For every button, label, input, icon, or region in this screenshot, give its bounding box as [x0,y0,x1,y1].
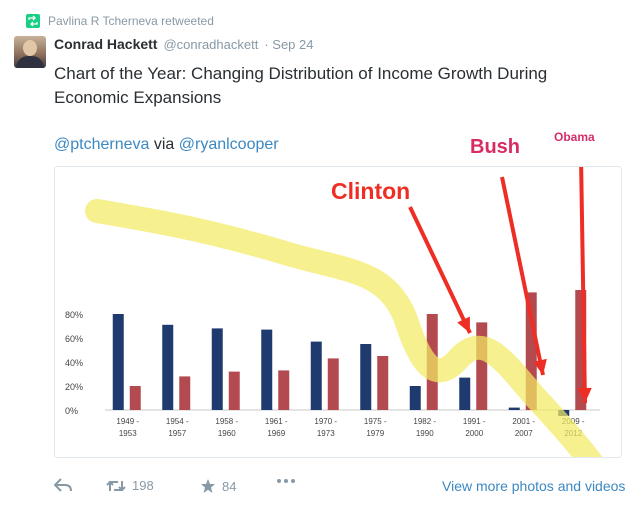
x-tick-label: 1957 [168,429,186,438]
bar-top10 [179,376,191,410]
star-icon [201,479,215,493]
bar-bottom90 [459,377,471,410]
retweet-count: 198 [132,478,154,493]
retweet-icon [26,14,40,28]
x-tick-label: 1961 - [265,417,288,426]
retweet-button[interactable]: 198 [106,478,154,493]
x-tick-label: 2007 [515,429,533,438]
annotation-obama: Obama [554,130,595,144]
bar-top10 [377,356,389,410]
bar-bottom90 [409,386,421,410]
chart-image[interactable]: 0% 20% 40% 60% 80% 1949 - 1953 1954 - 1957 1958 -… [54,166,622,458]
highlight-stroke [85,199,603,457]
bush-arrow-head [533,358,547,375]
clinton-arrow-head [457,316,470,333]
mention-ptcherneva[interactable]: @ptcherneva [54,136,150,153]
author-name[interactable]: Conrad Hackett [54,36,158,52]
bar-bottom90 [508,407,520,410]
mention-ryanlcooper[interactable]: @ryanlcooper [178,136,279,153]
annotation-bush: Bush [470,136,520,158]
y-tick-label: 20% [65,382,83,392]
reply-icon [54,478,72,492]
bar-top10 [327,358,339,410]
bar-bottom90 [310,341,322,410]
tweet-header: Conrad Hackett @conradhackett · Sep 24 [54,36,313,52]
clinton-arrow [408,206,472,334]
retweet-text: Pavlina R Tcherneva retweeted [48,14,214,28]
bar-bottom90 [261,329,273,410]
retweet-context: Pavlina R Tcherneva retweeted [26,14,214,28]
y-tick-label: 80% [65,310,83,320]
x-tick-label: 1973 [317,429,335,438]
x-tick-label: 1979 [366,429,384,438]
bar-top10 [476,322,488,410]
x-tick-label: 1958 - [215,417,238,426]
more-icon [277,479,295,483]
tweet-actions: 198 84 View more photos and videos [54,478,634,500]
retweet-icon [106,480,126,491]
income-growth-chart: 0% 20% 40% 60% 80% 1949 - 1953 1954 - 1957 1958 -… [55,167,621,457]
via-text: via [149,136,179,153]
tweet-text: Chart of the Year: Changing Distribution… [54,64,548,107]
x-tick-label: 1954 - [166,417,189,426]
reply-button[interactable] [54,478,72,492]
y-tick-label: 40% [65,358,83,368]
annotation-clinton: Clinton [331,178,410,204]
x-tick-label: 1949 - [116,417,139,426]
more-button[interactable] [276,478,296,484]
bar-top10 [228,371,240,410]
x-tick-label: 1982 - [413,417,436,426]
x-tick-label: 1960 [218,429,236,438]
x-tick-label: 1953 [119,429,137,438]
mention-line: @ptcherneva via @ryanlcooper [54,136,279,154]
bar-top10 [575,290,587,410]
obama-arrow [579,167,587,404]
bar-top10 [525,292,537,410]
bar-top10 [129,386,141,410]
bush-arrow [500,176,545,376]
x-tick-label: 1970 - [314,417,337,426]
x-tick-label: 1991 - [463,417,486,426]
x-tick-label: 1990 [416,429,434,438]
bar-bottom90 [112,314,124,410]
avatar[interactable] [14,36,46,68]
favorite-button[interactable]: 84 [200,478,236,494]
bar-top10 [278,370,290,410]
x-tick-label: 2001 - [512,417,535,426]
y-tick-label: 0% [65,406,78,416]
bar-bottom90 [360,344,372,410]
x-tick-label: 2000 [465,429,483,438]
x-tick-label: 1975 - [364,417,387,426]
obama-arrow-head [577,387,592,403]
bar-bottom90 [162,324,174,410]
bar-bottom90 [211,328,223,410]
x-tick-label: 2009 - [562,417,585,426]
author-handle[interactable]: @conradhackett [163,37,259,52]
x-tick-label: 1969 [267,429,285,438]
y-tick-label: 60% [65,334,83,344]
tweet-date[interactable]: · Sep 24 [264,37,314,52]
view-more-link[interactable]: View more photos and videos [442,478,626,494]
favorite-count: 84 [222,478,237,494]
